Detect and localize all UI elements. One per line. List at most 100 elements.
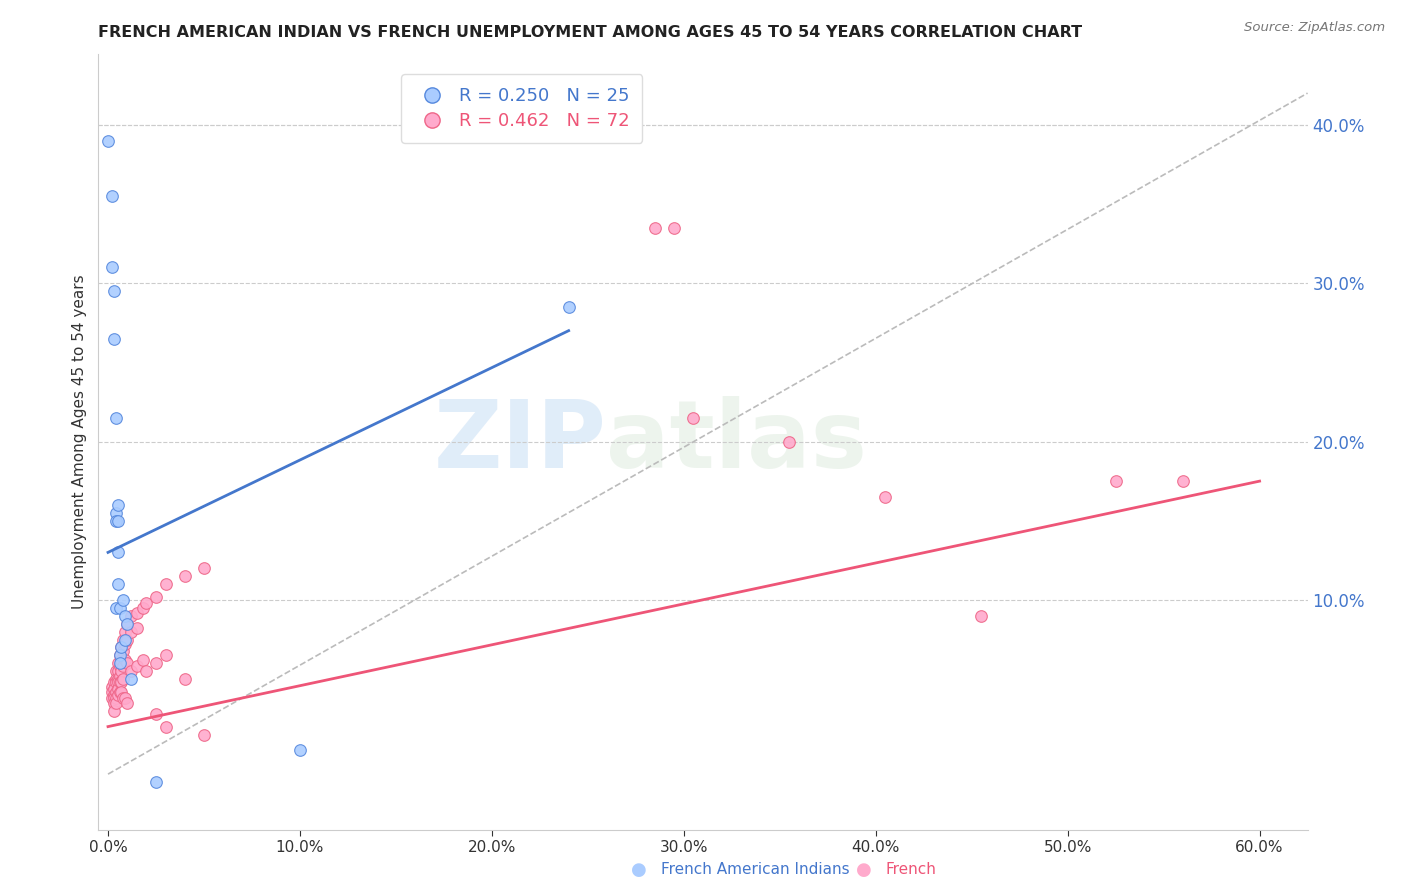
Point [120, 608, 142, 623]
Point [101, 189, 124, 203]
Point [110, 640, 132, 655]
Point [115, 616, 138, 631]
Point [145, 657, 167, 671]
Point [103, 691, 125, 706]
Point [115, 616, 138, 631]
Point [155, 648, 177, 663]
Point [104, 685, 127, 699]
Point [108, 685, 131, 699]
Point [115, 632, 138, 647]
Point [114, 624, 136, 639]
Point [112, 643, 135, 657]
Point [131, 600, 153, 615]
Point [193, 561, 215, 575]
Point [110, 664, 132, 678]
Point [135, 664, 157, 678]
Point [104, 600, 127, 615]
Point [288, 743, 311, 757]
Point [103, 681, 125, 696]
Point [110, 653, 132, 667]
Point [104, 514, 127, 528]
Point [103, 688, 125, 702]
Point [131, 653, 153, 667]
Point [114, 608, 136, 623]
Point [104, 410, 127, 425]
Point [104, 691, 127, 706]
Point [125, 622, 148, 636]
Point [97, 134, 120, 148]
Point [103, 284, 125, 298]
Point [112, 659, 135, 673]
Point [112, 672, 135, 686]
Point [107, 545, 129, 559]
Point [104, 506, 127, 520]
Text: atlas: atlas [606, 395, 868, 488]
Point [115, 657, 138, 671]
Point [107, 672, 129, 686]
Point [120, 624, 142, 639]
Point [114, 691, 136, 706]
Point [108, 657, 131, 671]
Point [110, 685, 132, 699]
Point [114, 637, 136, 651]
Point [101, 680, 124, 694]
Point [173, 672, 195, 686]
Point [108, 648, 131, 663]
Point [112, 691, 135, 706]
Point [107, 681, 129, 696]
Point [104, 672, 127, 686]
Point [778, 434, 800, 449]
Point [112, 632, 135, 647]
Point [155, 577, 177, 591]
Point [104, 675, 127, 690]
Point [1171, 474, 1194, 488]
Point [104, 664, 127, 678]
Point [155, 720, 177, 734]
Legend: R = 0.250   N = 25, R = 0.462   N = 72: R = 0.250 N = 25, R = 0.462 N = 72 [401, 74, 643, 143]
Point [644, 220, 666, 235]
Point [173, 569, 195, 583]
Point [135, 596, 157, 610]
Point [114, 632, 136, 647]
Point [108, 675, 131, 690]
Point [145, 775, 167, 789]
Point [101, 685, 124, 699]
Point [115, 696, 138, 710]
Point [145, 590, 167, 604]
Point [193, 727, 215, 741]
Point [103, 696, 125, 710]
Point [110, 640, 132, 655]
Y-axis label: Unemployment Among Ages 45 to 54 years: Unemployment Among Ages 45 to 54 years [72, 274, 87, 609]
Text: ●: ● [856, 861, 872, 879]
Point [101, 691, 124, 706]
Point [125, 659, 148, 673]
Point [107, 657, 129, 671]
Point [664, 220, 686, 235]
Point [114, 653, 136, 667]
Text: ZIP: ZIP [433, 395, 606, 488]
Point [145, 706, 167, 721]
Point [112, 593, 135, 607]
Text: ●: ● [631, 861, 647, 879]
Point [1104, 474, 1126, 488]
Point [101, 260, 124, 275]
Point [110, 675, 132, 690]
Text: French American Indians: French American Indians [661, 863, 849, 877]
Point [970, 608, 993, 623]
Point [103, 704, 125, 718]
Point [682, 410, 704, 425]
Point [107, 664, 129, 678]
Text: FRENCH AMERICAN INDIAN VS FRENCH UNEMPLOYMENT AMONG AGES 45 TO 54 YEARS CORRELAT: FRENCH AMERICAN INDIAN VS FRENCH UNEMPLO… [98, 25, 1083, 40]
Point [107, 688, 129, 702]
Point [557, 300, 579, 314]
Point [875, 490, 897, 504]
Point [107, 514, 129, 528]
Point [108, 648, 131, 663]
Text: Source: ZipAtlas.com: Source: ZipAtlas.com [1244, 21, 1385, 34]
Point [125, 606, 148, 620]
Point [120, 664, 142, 678]
Point [108, 600, 131, 615]
Point [108, 659, 131, 673]
Point [108, 669, 131, 683]
Point [120, 672, 142, 686]
